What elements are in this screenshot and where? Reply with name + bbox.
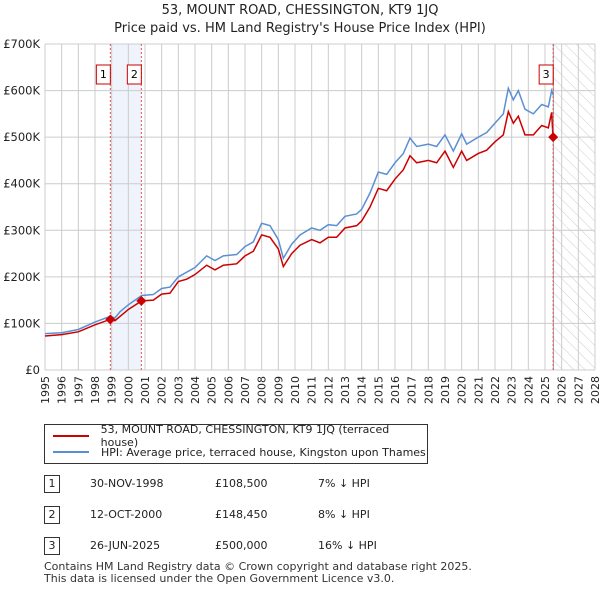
- sale-row: 2 12-OCT-2000 £148,450 8% ↓ HPI: [0, 506, 600, 526]
- x-tick-label: 2014: [356, 376, 369, 404]
- x-tick-label: 2017: [406, 376, 419, 404]
- sale-price: £500,000: [215, 539, 268, 552]
- legend-label: 53, MOUNT ROAD, CHESSINGTON, KT9 1JQ (te…: [100, 423, 390, 449]
- sale-label-box: [95, 64, 111, 85]
- forecast-region: [553, 44, 595, 370]
- x-tick-label: 2007: [239, 376, 252, 404]
- x-tick-label: 2028: [589, 376, 600, 404]
- subtitle: Price paid vs. HM Land Registry's House …: [114, 21, 486, 36]
- x-tick-label: 2009: [272, 376, 285, 404]
- x-tick-label: 2002: [156, 376, 169, 404]
- sale-row: 1 30-NOV-1998 £108,500 7% ↓ HPI: [0, 475, 600, 495]
- sale-hpi-diff: 8% ↓ HPI: [318, 508, 370, 521]
- legend-label: HPI: Average price, terraced house, King…: [101, 445, 426, 459]
- x-tick-label: 2005: [206, 376, 219, 404]
- x-tick-label: 2019: [439, 376, 452, 404]
- legend: 53, MOUNT ROAD, CHESSINGTON, KT9 1JQ (te…: [44, 423, 428, 464]
- sale-marker-number: 1: [44, 475, 60, 493]
- y-tick-label: £100K: [3, 316, 40, 330]
- x-tick-label: 2026: [556, 376, 569, 404]
- x-tick-label: 2022: [489, 376, 502, 404]
- sale-date: 30-NOV-1998: [90, 477, 164, 490]
- x-tick-label: 2000: [122, 376, 135, 404]
- series-line: [44, 85, 555, 335]
- x-tick-label: 2025: [539, 376, 552, 404]
- x-tick-label: 1997: [72, 376, 85, 404]
- x-tick-label: 2004: [189, 376, 202, 404]
- x-tick-label: 1999: [106, 376, 119, 404]
- y-tick-label: £200K: [3, 270, 40, 284]
- x-tick-label: 2024: [522, 376, 535, 404]
- x-tick-label: 2027: [572, 376, 585, 404]
- ownership-span: [110, 44, 142, 370]
- x-tick-label: 2021: [472, 376, 485, 404]
- series-line: [44, 109, 554, 337]
- x-tick-label: 1998: [89, 376, 102, 404]
- chart-title: 53, MOUNT ROAD, CHESSINGTON, KT9 1JQ Pric…: [0, 2, 600, 38]
- y-tick-label: £700K: [3, 37, 40, 51]
- sale-marker-number: 3: [44, 537, 60, 555]
- y-tick-label: £400K: [3, 177, 40, 191]
- price-chart: 1995 1996 1997 1998 1999 2000 2001 2002 2003 2004…: [3, 37, 600, 404]
- sale-label: 2: [131, 68, 138, 81]
- y-tick-label: £500K: [3, 130, 40, 144]
- legend-item-property: 53, MOUNT ROAD, CHESSINGTON, KT9 1JQ (te…: [53, 423, 427, 449]
- sale-price: £108,500: [215, 477, 268, 490]
- x-tick-label: 2023: [506, 376, 519, 404]
- x-tick-label: 2006: [222, 376, 235, 404]
- sale-point: [548, 132, 559, 143]
- x-tick-label: 2016: [389, 376, 402, 404]
- x-tick-label: 2011: [306, 376, 319, 404]
- footer-line: This data is licensed under the Open Gov…: [44, 572, 395, 585]
- x-tick-label: 2008: [256, 376, 269, 404]
- sale-point: [105, 314, 116, 325]
- x-tick-label: 2018: [422, 376, 435, 404]
- footer-line: Contains HM Land Registry data © Crown c…: [44, 560, 472, 573]
- x-tick-label: 2012: [322, 376, 335, 404]
- y-tick-label: £0: [25, 363, 40, 377]
- y-tick-label: £600K: [3, 84, 40, 98]
- x-tick-label: 2020: [456, 376, 469, 404]
- sale-label-box: [126, 64, 142, 85]
- x-tick-label: 2003: [172, 376, 185, 404]
- sale-marker-number: 2: [44, 506, 60, 524]
- legend-item-hpi: HPI: Average price, terraced house, King…: [53, 445, 426, 459]
- sale-price: £148,450: [215, 508, 268, 521]
- sale-point: [136, 295, 147, 306]
- sale-date: 26-JUN-2025: [90, 539, 161, 552]
- y-tick-label: £300K: [3, 223, 40, 237]
- sale-label: 1: [100, 68, 107, 81]
- x-tick-label: 1996: [56, 376, 69, 404]
- footer: Contains HM Land Registry data © Crown c…: [44, 561, 472, 585]
- sale-date: 12-OCT-2000: [90, 508, 163, 521]
- sale-row: 3 26-JUN-2025 £500,000 16% ↓ HPI: [0, 537, 600, 557]
- sale-hpi-diff: 16% ↓ HPI: [318, 539, 377, 552]
- x-tick-label: 2013: [339, 376, 352, 404]
- sale-label-box: [538, 64, 554, 85]
- x-tick-label: 1995: [39, 376, 52, 404]
- x-tick-label: 2015: [372, 376, 385, 404]
- sale-label: 3: [543, 68, 550, 81]
- title: 53, MOUNT ROAD, CHESSINGTON, KT9 1JQ: [161, 3, 439, 18]
- sale-hpi-diff: 7% ↓ HPI: [318, 477, 370, 490]
- x-tick-label: 2001: [139, 376, 152, 404]
- x-tick-label: 2010: [289, 376, 302, 404]
